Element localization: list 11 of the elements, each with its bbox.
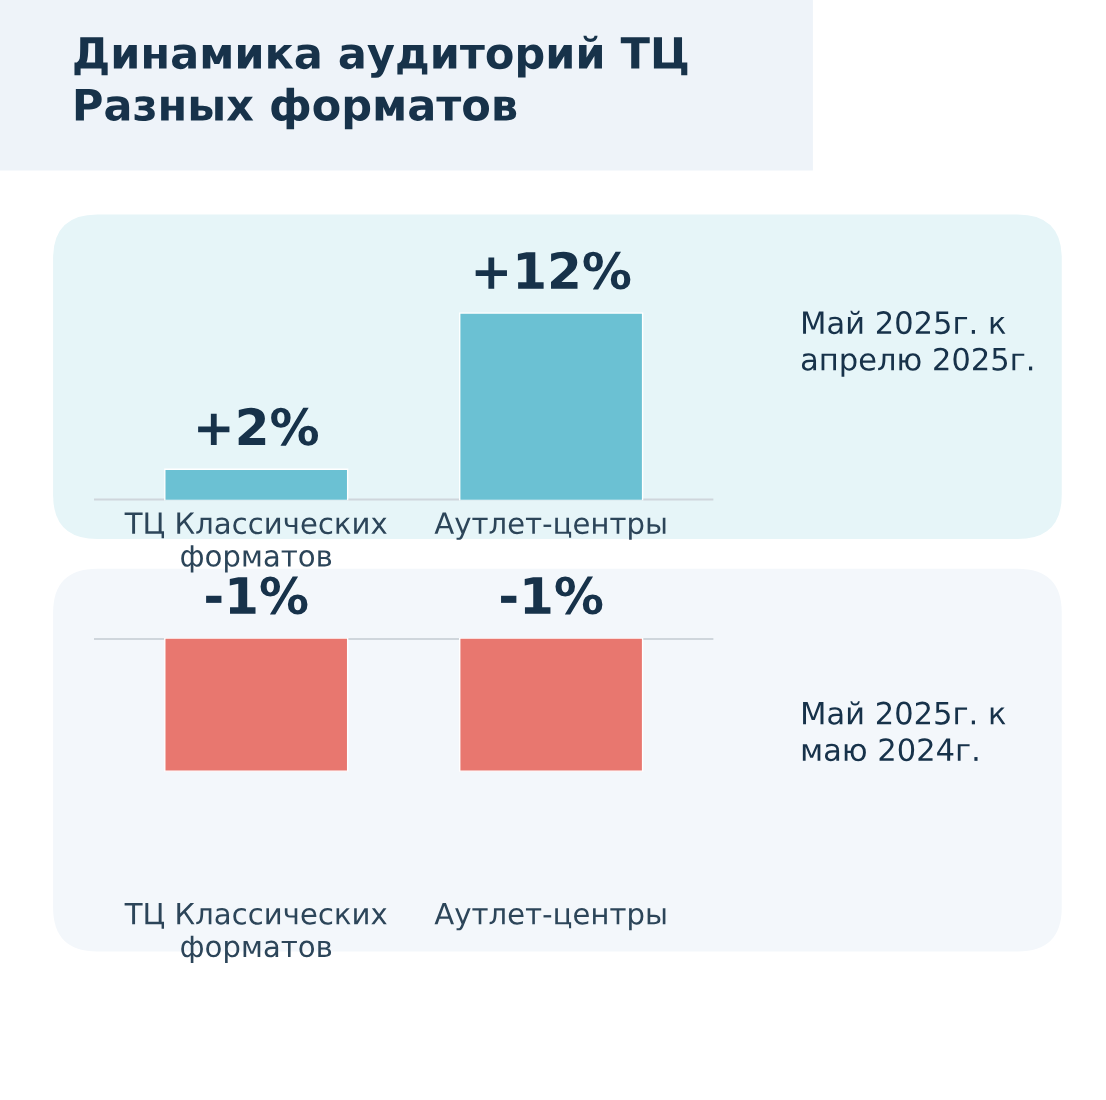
- x-tick-label: ТЦ Классических форматов: [124, 512, 387, 573]
- data-label: +2%: [198, 407, 319, 446]
- x-tick-label: Аутлет-центры: [434, 903, 666, 931]
- x-tick-label: Аутлет-центры: [434, 512, 666, 540]
- data-label: -1%: [206, 576, 308, 615]
- data-label: +12%: [475, 251, 631, 290]
- text: Май 2025г. к маю 2024г.: [802, 701, 1006, 762]
- x-tick-label: ТЦ Классических форматов: [124, 903, 387, 963]
- data-label: -1%: [501, 576, 603, 615]
- text: Май 2025г. к апрелю 2025г.: [801, 310, 1033, 377]
- chart-title: Динамика аудиторий ТЦ Разных форматов: [74, 35, 688, 130]
